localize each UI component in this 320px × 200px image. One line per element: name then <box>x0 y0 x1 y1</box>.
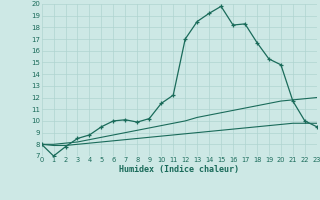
X-axis label: Humidex (Indice chaleur): Humidex (Indice chaleur) <box>119 165 239 174</box>
